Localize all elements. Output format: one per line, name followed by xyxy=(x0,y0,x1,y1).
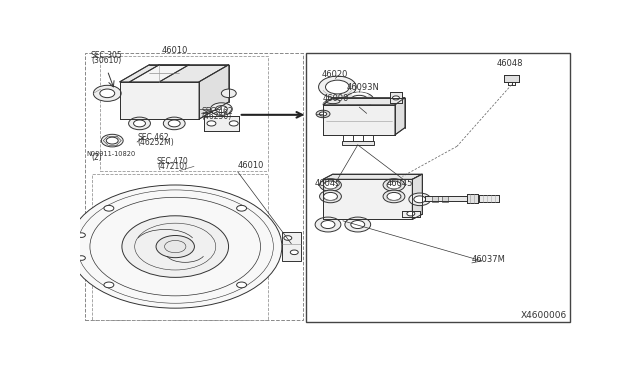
Bar xyxy=(432,196,438,202)
Bar xyxy=(390,93,403,103)
Text: 46010: 46010 xyxy=(162,46,188,55)
Circle shape xyxy=(106,137,118,144)
Circle shape xyxy=(229,121,238,126)
Text: 46045: 46045 xyxy=(387,179,413,189)
Circle shape xyxy=(101,134,123,147)
Circle shape xyxy=(319,179,341,191)
Circle shape xyxy=(324,181,337,189)
Circle shape xyxy=(291,250,298,254)
Polygon shape xyxy=(323,97,405,105)
Circle shape xyxy=(351,221,365,228)
Text: 46045: 46045 xyxy=(315,179,342,189)
Bar xyxy=(100,56,269,171)
Bar xyxy=(442,196,448,202)
Circle shape xyxy=(383,190,405,203)
Circle shape xyxy=(326,80,349,94)
Text: (47210): (47210) xyxy=(157,162,187,171)
Text: SEC.462: SEC.462 xyxy=(202,107,233,116)
Circle shape xyxy=(345,217,371,232)
Circle shape xyxy=(168,120,180,127)
Circle shape xyxy=(129,117,150,130)
Bar xyxy=(479,195,499,202)
Text: X4600006: X4600006 xyxy=(521,311,567,320)
Polygon shape xyxy=(323,105,395,135)
Text: SEC.305: SEC.305 xyxy=(91,51,123,60)
Circle shape xyxy=(93,85,121,101)
Text: SEC.470: SEC.470 xyxy=(157,157,189,166)
Polygon shape xyxy=(395,97,405,135)
Circle shape xyxy=(407,211,415,216)
Polygon shape xyxy=(412,174,422,219)
Circle shape xyxy=(321,221,335,228)
Circle shape xyxy=(77,256,85,260)
Circle shape xyxy=(104,205,114,211)
Bar xyxy=(85,53,303,320)
Circle shape xyxy=(237,282,246,288)
Circle shape xyxy=(237,205,246,211)
Text: 46020: 46020 xyxy=(321,70,348,79)
Text: N08911-10820: N08911-10820 xyxy=(86,151,135,157)
Text: 46010: 46010 xyxy=(237,161,264,170)
Bar xyxy=(342,141,374,145)
Polygon shape xyxy=(323,179,412,219)
Circle shape xyxy=(315,217,341,232)
Circle shape xyxy=(100,89,115,97)
Circle shape xyxy=(387,181,401,189)
Circle shape xyxy=(163,117,185,130)
Circle shape xyxy=(409,193,431,206)
Bar xyxy=(467,195,478,203)
Text: (46252M): (46252M) xyxy=(137,138,174,147)
Polygon shape xyxy=(199,65,229,119)
Text: (30610): (30610) xyxy=(91,56,121,65)
Text: 46090: 46090 xyxy=(323,94,349,103)
Circle shape xyxy=(319,76,356,98)
Text: (46250): (46250) xyxy=(202,112,232,121)
Circle shape xyxy=(324,192,337,201)
Circle shape xyxy=(104,282,114,288)
Bar xyxy=(92,173,269,320)
Circle shape xyxy=(207,121,216,126)
Bar xyxy=(282,232,301,261)
Circle shape xyxy=(211,103,232,115)
Polygon shape xyxy=(204,116,239,131)
Circle shape xyxy=(284,236,292,240)
Bar xyxy=(306,53,570,323)
Circle shape xyxy=(77,233,85,237)
Ellipse shape xyxy=(319,112,327,116)
Polygon shape xyxy=(120,65,229,82)
Ellipse shape xyxy=(345,92,374,107)
Circle shape xyxy=(319,190,341,203)
Bar xyxy=(425,196,467,201)
Ellipse shape xyxy=(326,99,340,104)
Bar xyxy=(504,75,519,82)
Circle shape xyxy=(221,89,236,97)
Circle shape xyxy=(216,106,227,112)
Polygon shape xyxy=(129,65,189,82)
Text: SEC.462: SEC.462 xyxy=(137,133,169,142)
Circle shape xyxy=(383,179,405,191)
Text: 46037M: 46037M xyxy=(472,255,506,264)
Circle shape xyxy=(414,196,426,203)
Circle shape xyxy=(134,120,145,127)
Polygon shape xyxy=(120,82,199,119)
Ellipse shape xyxy=(316,110,330,118)
Polygon shape xyxy=(323,174,422,179)
Text: (2): (2) xyxy=(91,153,102,162)
Circle shape xyxy=(156,235,195,258)
Circle shape xyxy=(392,96,399,100)
Circle shape xyxy=(387,192,401,201)
Text: 46048: 46048 xyxy=(497,58,523,68)
Polygon shape xyxy=(403,211,420,217)
Circle shape xyxy=(68,185,282,308)
Text: 46093N: 46093N xyxy=(347,83,380,92)
Circle shape xyxy=(122,216,228,278)
Ellipse shape xyxy=(351,95,367,104)
